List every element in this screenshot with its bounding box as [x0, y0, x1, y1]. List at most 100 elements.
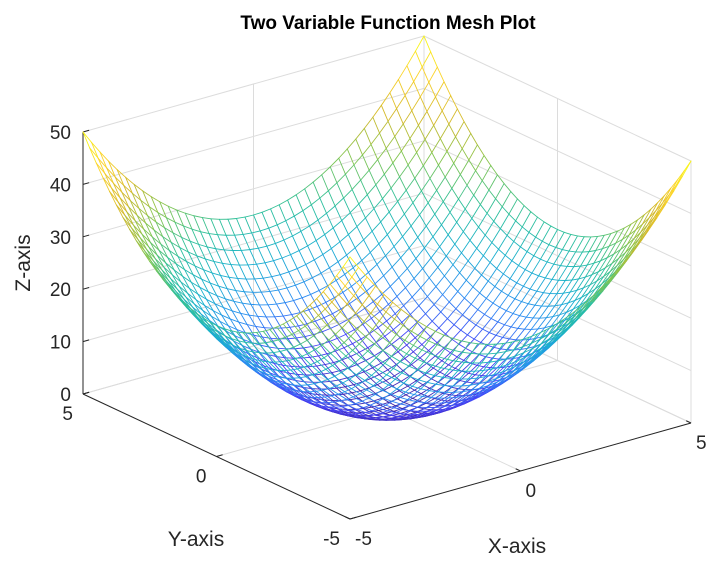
mesh-segment: [335, 273, 346, 281]
mesh-segment: [462, 351, 472, 354]
mesh-segment: [367, 263, 378, 273]
mesh-segment: [408, 401, 417, 407]
mesh-segment: [262, 277, 271, 292]
mesh-segment: [581, 284, 591, 298]
mesh-segment: [420, 277, 430, 289]
mesh-segment: [279, 274, 288, 289]
mesh-segment: [501, 290, 509, 296]
mesh-segment: [170, 241, 181, 248]
mesh-segment: [457, 370, 467, 372]
mesh-segment: [603, 233, 612, 236]
mesh-segment: [336, 173, 346, 184]
mesh-segment: [442, 294, 450, 303]
mesh-segment: [445, 243, 456, 257]
mesh-segment: [356, 226, 365, 241]
mesh-segment: [264, 262, 273, 278]
mesh-segment: [556, 319, 564, 330]
mesh-segment: [448, 123, 456, 138]
mesh-segment: [362, 323, 370, 335]
mesh-segment: [337, 254, 347, 263]
mesh-segment: [381, 285, 391, 295]
mesh-segment: [544, 263, 555, 279]
mesh-segment: [500, 358, 508, 368]
mesh-segment: [389, 388, 398, 395]
mesh-segment: [429, 164, 439, 179]
mesh-segment: [257, 247, 266, 264]
x-tick-mark: [344, 516, 351, 520]
mesh-segment: [527, 290, 538, 305]
mesh-segment: [375, 285, 385, 296]
mesh-segment: [397, 200, 405, 215]
mesh-segment: [464, 353, 472, 363]
mesh-segment: [339, 398, 348, 402]
mesh-segment: [158, 249, 167, 264]
mesh-segment: [182, 225, 193, 230]
mesh-segment: [261, 360, 270, 363]
mesh-segment: [175, 263, 184, 277]
mesh-segment: [432, 397, 441, 404]
mesh-segment: [316, 298, 326, 310]
mesh-segment: [411, 357, 421, 366]
mesh-segment: [243, 359, 252, 364]
mesh-segment: [420, 287, 428, 297]
mesh-segment: [376, 397, 385, 403]
x-tick-mark: [515, 468, 521, 472]
mesh-segment: [389, 342, 399, 350]
mesh-segment: [402, 409, 412, 412]
mesh-segment: [222, 327, 231, 331]
mesh-segment: [401, 321, 409, 331]
mesh-segment: [405, 385, 413, 393]
z-axis-label: Z-axis: [12, 234, 35, 291]
mesh-segment: [435, 275, 445, 288]
mesh-segment: [372, 116, 380, 134]
mesh-segment: [150, 242, 158, 256]
mesh-segment: [502, 337, 510, 340]
mesh-segment: [336, 182, 345, 199]
mesh-segment: [584, 262, 595, 278]
mesh-segment: [187, 292, 195, 305]
mesh-segment: [114, 176, 123, 193]
tick-labels: 0 10 20 30 40 50 -5 0 5 -5 0 5: [50, 123, 707, 550]
mesh-segment: [388, 303, 396, 315]
mesh-segment: [393, 403, 402, 409]
mesh-segment: [274, 242, 283, 259]
mesh-segment: [626, 238, 635, 245]
mesh-segment: [317, 353, 328, 357]
mesh-segment: [433, 374, 444, 378]
mesh-segment: [327, 375, 335, 380]
mesh-segment: [392, 150, 402, 164]
mesh-segment: [180, 281, 190, 289]
mesh-segment: [594, 276, 604, 290]
mesh-segment: [492, 290, 502, 304]
mesh-segment: [279, 271, 290, 276]
mesh-segment: [475, 324, 484, 330]
mesh-segment: [233, 345, 241, 349]
mesh-segment: [396, 382, 405, 390]
x-tick-neg5: -5: [355, 529, 372, 550]
mesh-segment: [459, 272, 467, 281]
mesh-segment: [487, 280, 496, 287]
mesh-segment: [172, 232, 183, 238]
mesh-segment: [484, 302, 494, 315]
mesh-segment: [239, 347, 248, 351]
mesh-segment: [157, 212, 167, 219]
mesh-segment: [217, 234, 225, 251]
mesh-segment: [551, 332, 559, 342]
mesh-segment: [322, 254, 330, 269]
mesh-segment: [439, 234, 449, 248]
mesh-segment: [349, 212, 358, 227]
mesh-segment: [150, 196, 159, 213]
mesh-segment: [442, 283, 452, 296]
mesh-segment: [403, 305, 411, 315]
mesh-segment: [480, 381, 488, 389]
mesh-segment: [378, 404, 386, 409]
mesh-segment: [366, 283, 376, 292]
mesh-segment: [271, 341, 281, 352]
mesh-segment: [330, 347, 338, 354]
mesh-segment: [531, 272, 540, 277]
mesh-segment: [139, 237, 150, 248]
mesh-segment: [488, 367, 498, 377]
mesh-segment: [452, 370, 463, 379]
mesh-segment: [555, 231, 565, 248]
mesh-segment: [570, 233, 578, 237]
